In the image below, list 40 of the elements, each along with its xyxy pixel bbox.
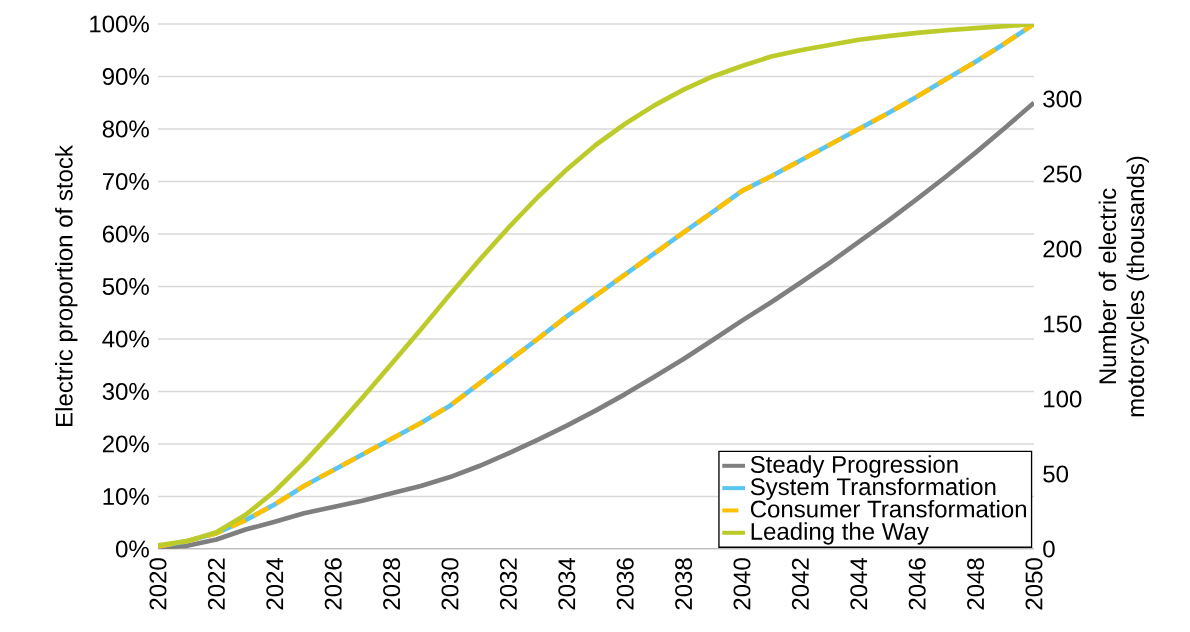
x-tick-label: 2028 [383,558,401,610]
y-tick-label: 10% [103,487,149,505]
x-tick-label: 2034 [558,557,576,610]
y2-tick-label: 250 [1043,165,1082,183]
y-tick-label: 70% [102,172,149,190]
x-tick-label: 2038 [675,558,693,610]
y2-tick-label: 50 [1043,465,1069,483]
x-tick-label: 2046 [908,558,926,610]
x-tick-label: 2036 [616,558,634,610]
x-tick-label: 2020 [149,558,167,610]
y-axis-title: Electric proportion of stock [55,145,78,426]
x-tick-label: 2044 [850,557,868,610]
y-tick-label: 60% [102,225,149,243]
y2-axis-title: Number of electric motorcycles (thousands) [1098,156,1149,417]
x-tick-label: 2048 [967,558,985,610]
legend-label: Steady Progression [750,455,958,478]
y2-tick-label: 200 [1043,240,1082,258]
x-tick-label: 2024 [266,557,284,610]
y2-tick-label: 150 [1044,315,1082,333]
x-tick-label: 2040 [733,558,751,610]
y-tick-label: 40% [102,330,149,348]
x-tick-label: 2042 [791,558,809,610]
y-tick-label: 30% [102,382,149,400]
y2-tick-label: 0 [1043,540,1055,558]
y2-tick-label: 100 [1044,390,1082,408]
y-tick-label: 90% [102,67,149,85]
x-tick-label: 2050 [1025,558,1043,610]
y2-tick-label: 300 [1043,90,1082,108]
x-tick-label: 2022 [207,558,225,610]
legend-label: Leading the Way [751,522,929,545]
x-tick-label: 2030 [441,558,459,610]
x-tick-label: 2026 [324,558,342,610]
legend-label: Consumer Transformation [750,499,1026,518]
legend-label: System Transformation [750,477,996,500]
x-tick-label: 2032 [499,558,517,610]
y-tick-label: 80% [102,120,149,138]
y-tick-label: 100% [90,15,149,33]
y-tick-label: 0% [116,540,149,558]
y-tick-label: 20% [102,435,149,453]
y-tick-label: 50% [102,277,149,295]
